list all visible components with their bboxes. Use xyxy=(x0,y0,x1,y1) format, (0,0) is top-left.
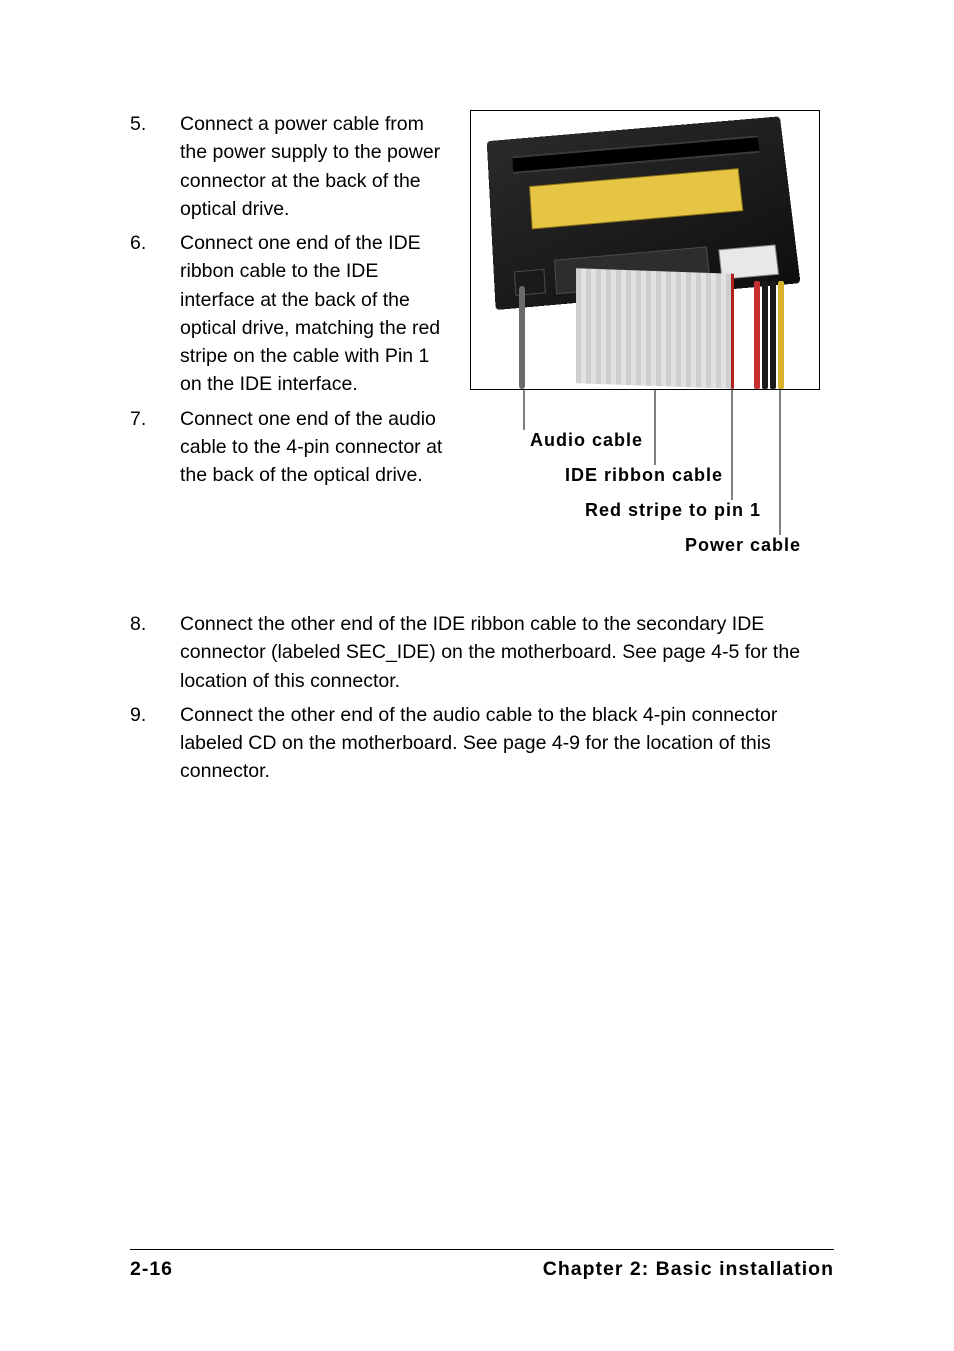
step-number: 8. xyxy=(130,610,180,695)
step-7: 7. Connect one end of the audio cable to… xyxy=(130,405,450,490)
page-footer: 2-16 Chapter 2: Basic installation xyxy=(130,1249,834,1281)
drive-label-icon xyxy=(529,168,743,229)
step-text: Connect the other end of the IDE ribbon … xyxy=(180,610,834,695)
step-number: 9. xyxy=(130,701,180,786)
label-power-cable: Power cable xyxy=(685,535,801,556)
step-number: 7. xyxy=(130,405,180,490)
step-8: 8. Connect the other end of the IDE ribb… xyxy=(130,610,834,695)
power-cable-icon xyxy=(754,281,784,389)
drive-slot-icon xyxy=(512,135,759,173)
step-6: 6. Connect one end of the IDE ribbon cab… xyxy=(130,229,450,399)
step-number: 6. xyxy=(130,229,180,399)
optical-drive-figure: Audio cable IDE ribbon cable Red stripe … xyxy=(470,110,834,550)
label-red-stripe: Red stripe to pin 1 xyxy=(585,500,761,521)
step-number: 5. xyxy=(130,110,180,223)
step-text: Connect one end of the audio cable to th… xyxy=(180,405,450,490)
steps-bottom: 8. Connect the other end of the IDE ribb… xyxy=(130,610,834,786)
page-number: 2-16 xyxy=(130,1258,173,1281)
step-text: Connect the other end of the audio cable… xyxy=(180,701,834,786)
step-list-bottom: 8. Connect the other end of the IDE ribb… xyxy=(130,610,834,786)
chapter-title: Chapter 2: Basic installation xyxy=(543,1258,834,1281)
label-audio-cable: Audio cable xyxy=(530,430,643,451)
top-block: 5. Connect a power cable from the power … xyxy=(130,110,834,550)
page: 5. Connect a power cable from the power … xyxy=(0,0,954,1351)
steps-left: 5. Connect a power cable from the power … xyxy=(130,110,450,495)
step-list-top: 5. Connect a power cable from the power … xyxy=(130,110,450,489)
ide-ribbon-icon xyxy=(576,268,734,389)
label-ide-ribbon-cable: IDE ribbon cable xyxy=(565,465,723,486)
step-text: Connect one end of the IDE ribbon cable … xyxy=(180,229,450,399)
audio-cable-icon xyxy=(519,286,525,389)
footer-rule xyxy=(130,1249,834,1250)
figure-box xyxy=(470,110,820,390)
step-9: 9. Connect the other end of the audio ca… xyxy=(130,701,834,786)
footer-row: 2-16 Chapter 2: Basic installation xyxy=(130,1258,834,1281)
step-5: 5. Connect a power cable from the power … xyxy=(130,110,450,223)
step-text: Connect a power cable from the power sup… xyxy=(180,110,450,223)
